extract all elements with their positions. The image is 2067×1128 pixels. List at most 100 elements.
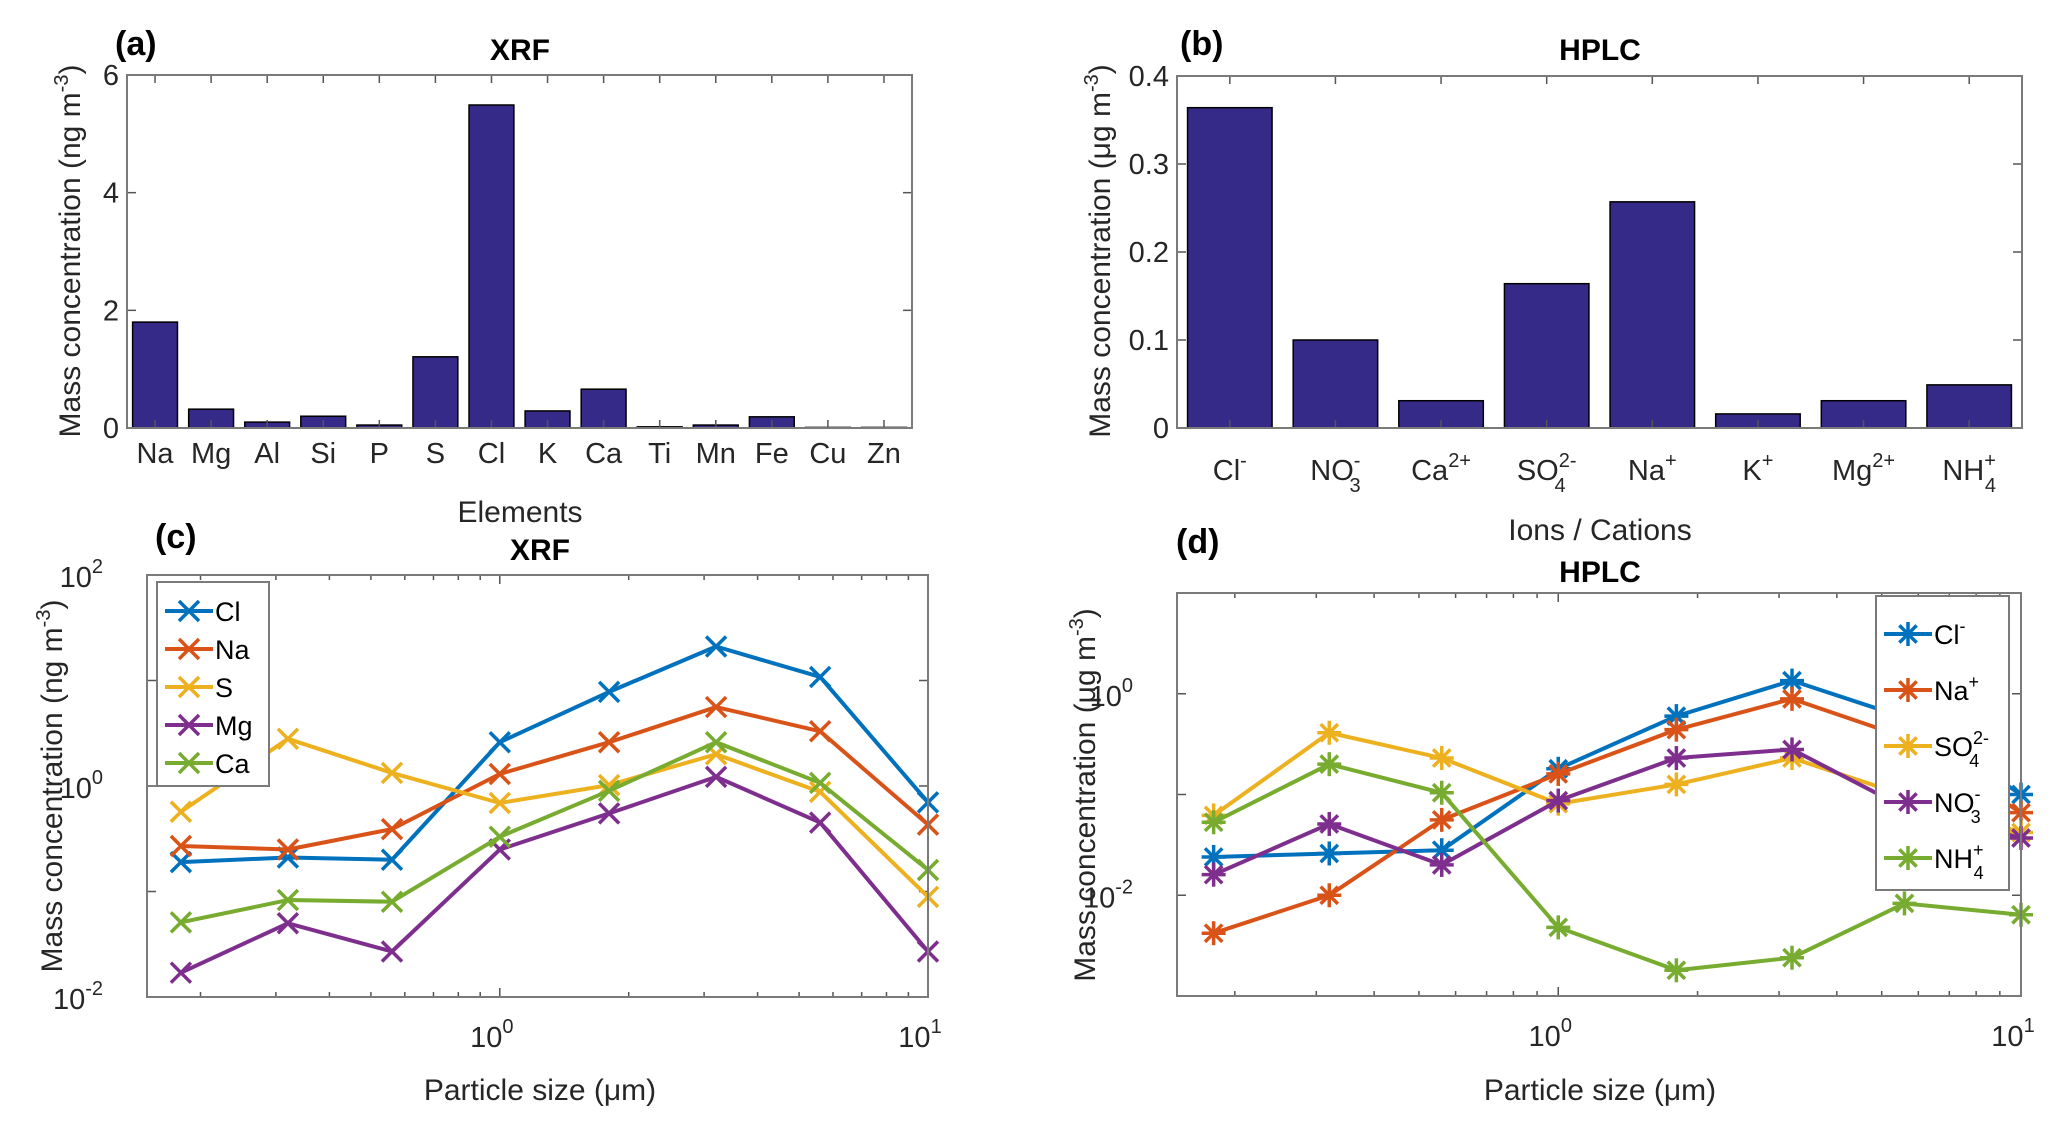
data-point-Ca — [488, 825, 512, 849]
y-tick-label: 0 — [1153, 413, 1169, 445]
label-sup: - — [1354, 450, 1361, 472]
label-base: Na — [215, 635, 250, 665]
legend-item-SO42-: SO2- 4 — [1884, 728, 1989, 771]
label-base: NH — [1942, 455, 1984, 487]
data-point-Na — [488, 762, 512, 786]
y-tick-label: 100 — [1090, 675, 1133, 713]
data-point-Mg — [169, 961, 193, 984]
label-base: Na — [1934, 676, 1969, 706]
data-point-Ca — [704, 730, 728, 754]
legend-label: Cl — [215, 597, 241, 627]
label-sup: 2 — [92, 556, 103, 578]
data-point-Cl — [704, 635, 728, 658]
bar-Cl- — [1186, 106, 1273, 429]
data-point-Na+ — [1664, 717, 1689, 742]
chart-title: XRF — [490, 34, 550, 67]
data-point-NO3- — [1317, 811, 1342, 836]
x-tick-label: 101 — [898, 1016, 941, 1054]
label-base: Mg — [1832, 455, 1872, 487]
label-base: NO — [1934, 788, 1975, 818]
x-tick-label: Fe — [755, 438, 789, 470]
x-tick-label: Cl- — [1213, 450, 1247, 487]
legend-marker — [177, 751, 201, 775]
data-point-S — [380, 761, 404, 785]
series-line-Ca — [180, 740, 930, 925]
bar-S — [412, 356, 459, 429]
series-line-NH4+ — [1212, 762, 2022, 973]
legend-marker — [1896, 734, 1920, 758]
legend-marker — [1896, 790, 1920, 814]
plot-area: Cl- NO-3 Ca2+ SO2-4 Na+ K+ Mg2+ NH+ 400.10.20.30… — [1129, 61, 2023, 497]
panel-label: (b) — [1180, 25, 1223, 63]
data-point-Ca — [276, 888, 300, 912]
y-axis-label-tail: ) — [1069, 608, 1102, 618]
y-tick-label: 0.3 — [1129, 149, 1169, 181]
y-tick-label: 0.4 — [1129, 61, 1169, 93]
label-base: 10 — [1529, 1021, 1561, 1053]
chart-title: XRF — [510, 534, 570, 567]
data-point-Ca — [169, 911, 193, 934]
y-axis-label: Mass concentration (μg m-3) — [1081, 64, 1117, 438]
label-base: SO — [1517, 455, 1559, 487]
legend-item-NH4+: NH+ 4 — [1884, 840, 1984, 883]
data-point-Ca — [597, 779, 621, 803]
x-axis-label: Particle size (μm) — [1484, 1074, 1716, 1107]
x-tick-label: Mg — [191, 438, 231, 470]
data-point-NH4+ — [1780, 945, 1805, 970]
legend-item-S: S — [165, 673, 233, 703]
label-sup: -2 — [1115, 876, 1133, 898]
label-base: 10 — [1991, 1021, 2023, 1053]
legend-label: SO2- 4 — [1934, 728, 1989, 771]
legend-marker — [1896, 622, 1920, 646]
data-point-Na+ — [1780, 686, 1805, 711]
bar-Mg2+ — [1820, 399, 1907, 429]
label-base: 10 — [53, 984, 85, 1016]
panel-a-xrf-bar-chart: (a) XRF Na Mg Al Si P S Cl K Ca Ti Mn Fe Cu Zn 0 2 4 6 El… — [51, 25, 913, 529]
data-point-NH4+ — [1429, 780, 1454, 805]
label-sup: + — [1969, 672, 1980, 692]
data-point-Cl — [169, 850, 193, 874]
data-point-Na — [704, 695, 728, 719]
y-axis-label: Mass concentration (μg m-3) — [1066, 608, 1102, 982]
data-point-Na — [276, 838, 300, 861]
legend: Cl-Na+SO2-4NO-3NH+ 4 — [1875, 595, 2010, 891]
data-point-NH4+ — [1892, 891, 1917, 916]
data-point-S — [488, 791, 512, 815]
series-line-Mg — [180, 774, 930, 975]
data-point-Cl- — [1429, 838, 1454, 863]
plot-area: Na Mg Al Si P S Cl K Ca Ti Mn Fe Cu Zn 0 2 4 6 — [103, 60, 913, 470]
x-axis-label: Ions / Cations — [1508, 514, 1691, 547]
label-base: Al — [254, 438, 280, 470]
data-point-NO3- — [1201, 862, 1226, 887]
x-tick-label: Na — [136, 438, 174, 470]
y-tick-label: 4 — [103, 178, 119, 210]
label-base: SO — [1934, 732, 1973, 762]
data-point-Na+ — [1429, 807, 1454, 832]
label-base: Mn — [696, 438, 736, 470]
label-sup: 2+ — [1872, 450, 1895, 472]
x-tick-label: K — [538, 438, 558, 470]
series-group — [169, 635, 940, 984]
label-sup: 2+ — [1448, 450, 1471, 472]
label-base: Cl — [478, 438, 505, 470]
label-sup: 0 — [92, 767, 103, 789]
label-base: Cl — [1934, 620, 1960, 650]
bar-Cl — [468, 104, 515, 429]
y-tick-label: 102 — [60, 556, 103, 594]
label-sub: 4 — [1969, 751, 1979, 771]
label-base: Cu — [809, 438, 846, 470]
data-point-SO42- — [1317, 720, 1342, 745]
y-tick-label: 10-2 — [53, 978, 103, 1016]
legend-box — [156, 581, 270, 787]
label-base: 10 — [1090, 681, 1122, 713]
chart-title: HPLC — [1559, 34, 1641, 67]
label-base: Mg — [191, 438, 231, 470]
label-base: Fe — [755, 438, 789, 470]
data-point-SO42- — [1429, 746, 1454, 771]
bar-NO3- — [1292, 339, 1379, 429]
series-line-S — [179, 736, 930, 899]
y-tick-label: 6 — [103, 60, 119, 92]
label-sup: + — [1762, 450, 1774, 472]
panel-label: (c) — [155, 518, 197, 556]
